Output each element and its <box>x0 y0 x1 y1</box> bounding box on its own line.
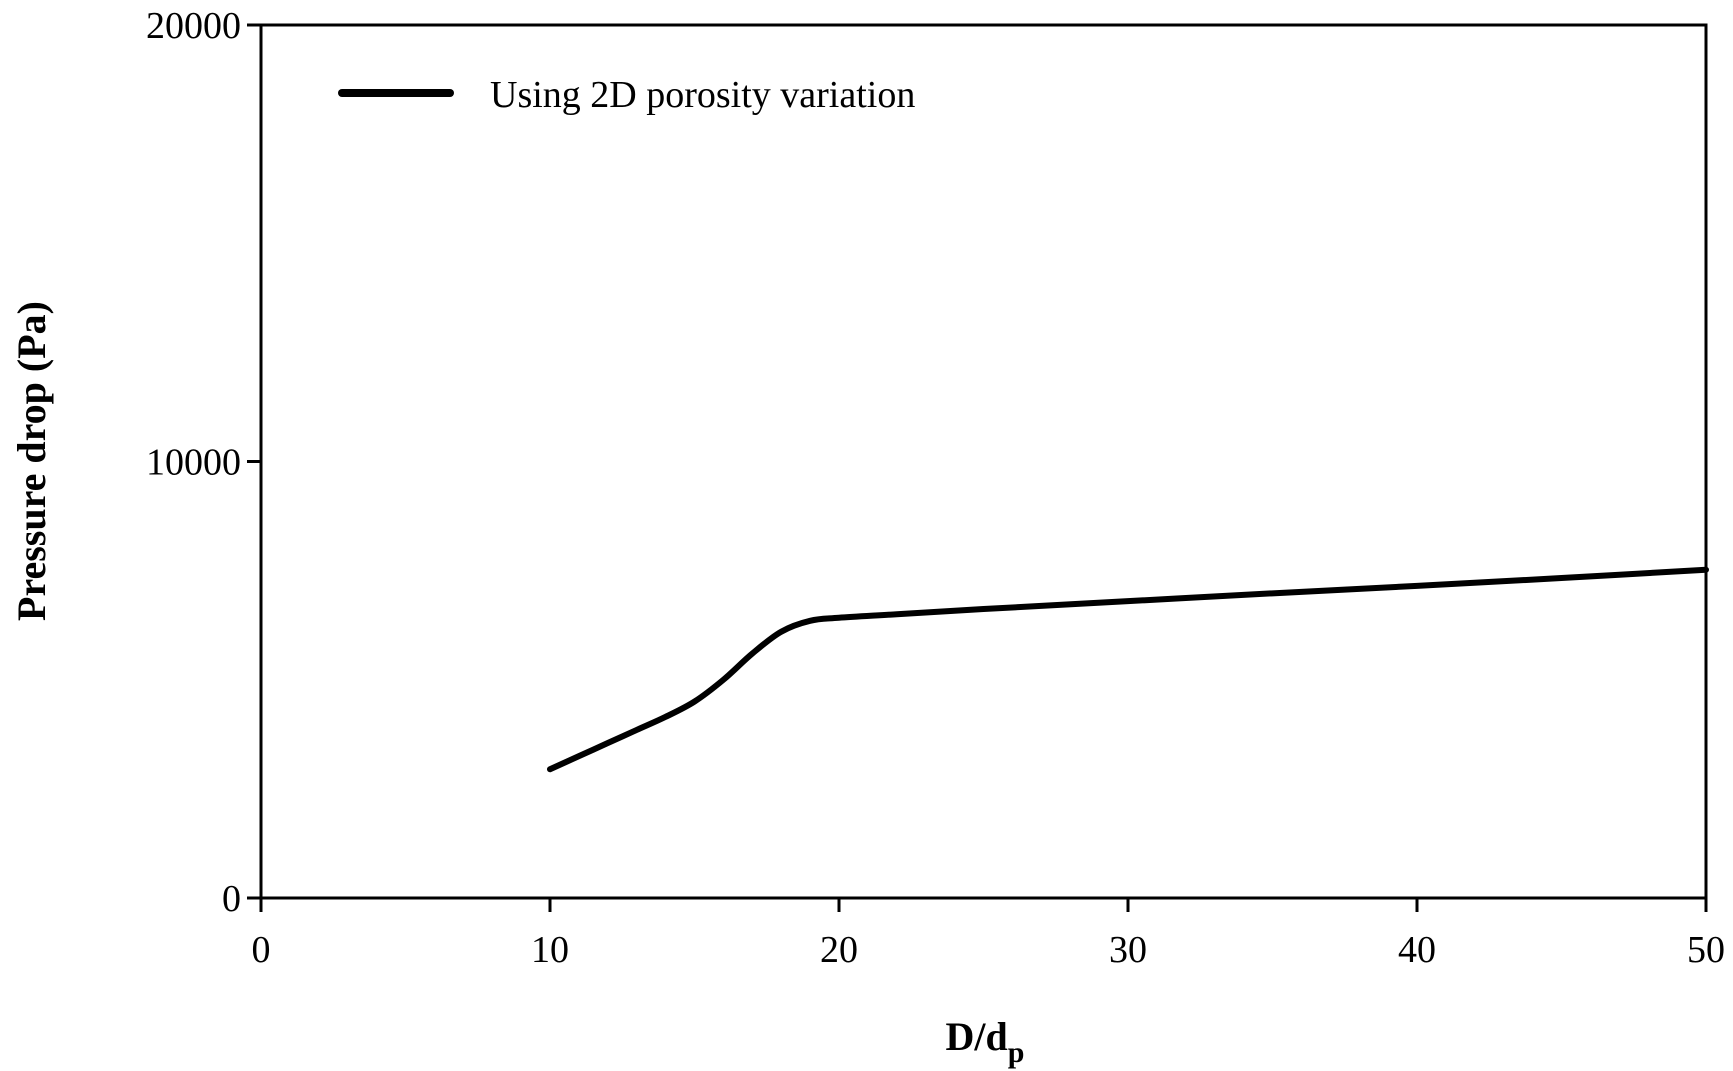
y-tick-label: 10000 <box>146 442 241 484</box>
x-tick-label: 40 <box>1398 929 1436 971</box>
x-tick-label: 30 <box>1109 929 1147 971</box>
y-axis-title: Pressure drop (Pa) <box>9 301 54 621</box>
x-axis-ticks: 0 10 20 30 40 50 <box>252 898 1725 971</box>
x-tick-label: 50 <box>1687 929 1725 971</box>
y-tick-label: 20000 <box>146 5 241 47</box>
x-tick-label: 0 <box>252 929 271 971</box>
x-tick-label: 10 <box>531 929 569 971</box>
x-tick-label: 20 <box>820 929 858 971</box>
y-axis-ticks: 0 10000 20000 <box>146 5 261 920</box>
legend-label: Using 2D porosity variation <box>490 74 915 116</box>
legend: Using 2D porosity variation <box>338 74 915 116</box>
x-axis-title-subscript: p <box>1008 1036 1025 1069</box>
x-axis-title-main: D/d <box>946 1014 1008 1059</box>
x-axis-title: D/dp <box>946 1014 1025 1069</box>
y-tick-label: 0 <box>222 878 241 920</box>
series-line <box>547 566 1709 773</box>
plot-frame <box>259 23 1708 900</box>
